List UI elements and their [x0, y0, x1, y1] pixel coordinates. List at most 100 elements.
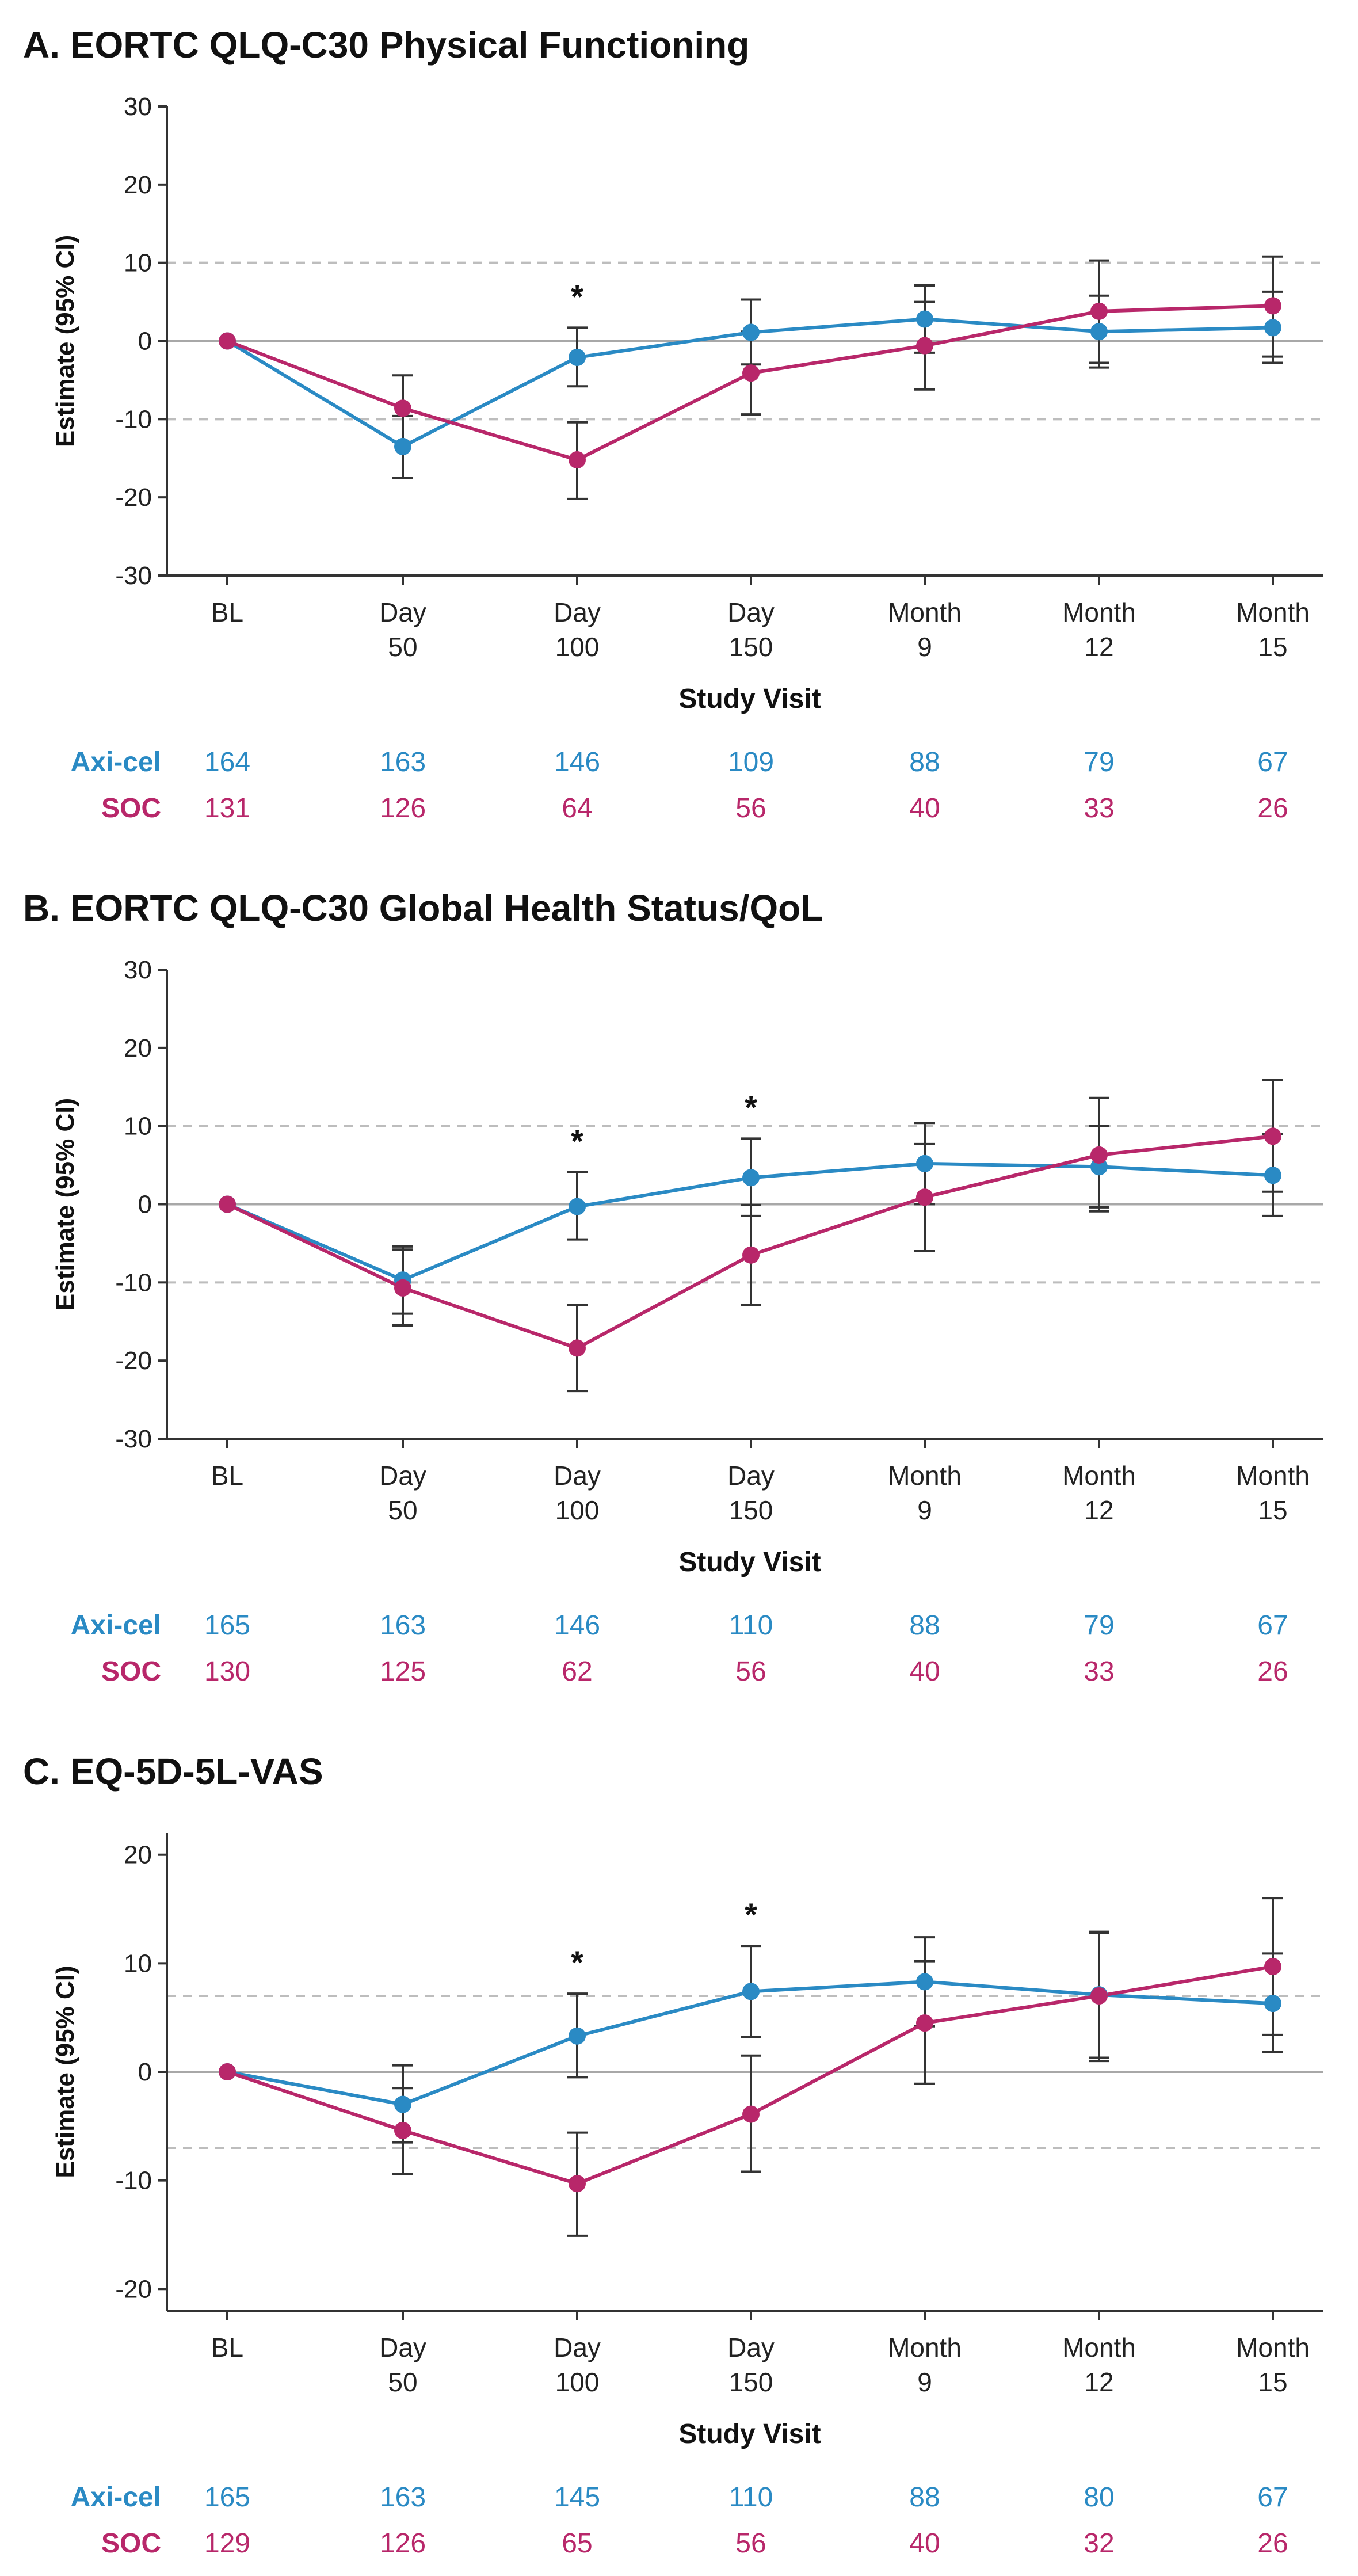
x-tick-label: Day: [727, 2333, 775, 2362]
significance-star: *: [571, 1944, 583, 1980]
y-tick-label: 10: [124, 249, 152, 277]
x-tick-label: Month: [888, 597, 962, 627]
x-tick-label: Day: [554, 1461, 601, 1491]
data-point-axicel: [569, 2027, 586, 2045]
n-value-axicel: 110: [729, 2482, 773, 2513]
x-tick-label: Month: [1062, 597, 1136, 627]
x-tick-label: 50: [388, 1495, 417, 1525]
data-point-soc: [569, 1339, 586, 1357]
n-value-soc: 56: [735, 1656, 766, 1687]
n-value-soc: 129: [204, 2528, 250, 2559]
data-point-soc: [1090, 1987, 1108, 2005]
n-value-axicel: 163: [380, 2482, 426, 2513]
y-tick-label: 20: [124, 171, 152, 199]
n-row-label-soc: SOC: [101, 793, 161, 824]
n-value-axicel: 163: [380, 1610, 426, 1641]
n-value-axicel: 109: [728, 747, 774, 778]
y-axis-label: Estimate (95% CI): [51, 235, 79, 447]
panel-b: B. EORTC QLQ-C30 Global Health Status/Qo…: [23, 887, 1323, 1687]
n-row-label-soc: SOC: [101, 1656, 161, 1687]
x-tick-label: BL: [211, 2333, 243, 2362]
x-tick-label: Day: [379, 1461, 426, 1491]
data-point-axicel: [394, 2095, 411, 2113]
n-row-label-soc: SOC: [101, 2528, 161, 2559]
x-tick-label: Month: [1062, 2333, 1136, 2362]
n-value-axicel: 79: [1084, 747, 1114, 778]
data-point-soc: [394, 2121, 411, 2139]
n-value-axicel: 67: [1257, 747, 1288, 778]
n-value-soc: 33: [1084, 793, 1114, 824]
n-value-soc: 26: [1257, 1656, 1288, 1687]
data-point-axicel: [742, 1983, 760, 2000]
x-tick-label: Month: [888, 2333, 962, 2362]
data-point-soc: [742, 1246, 760, 1264]
n-value-soc: 130: [204, 1656, 250, 1687]
data-point-axicel: [742, 1169, 760, 1187]
data-point-axicel: [1264, 1995, 1281, 2013]
y-tick-label: 30: [124, 93, 152, 121]
x-tick-label: Day: [379, 597, 426, 627]
y-tick-label: 0: [138, 327, 152, 356]
x-tick-label: 50: [388, 2367, 417, 2397]
y-tick-label: -10: [115, 405, 152, 433]
x-tick-label: 150: [729, 2367, 773, 2397]
n-value-axicel: 145: [554, 2482, 600, 2513]
data-point-soc: [1264, 1958, 1281, 1976]
n-row-label-axicel: Axi-cel: [71, 747, 161, 778]
data-point-soc: [916, 2014, 933, 2032]
x-tick-label: 15: [1258, 632, 1287, 662]
n-value-soc: 40: [909, 1656, 940, 1687]
data-point-soc: [916, 337, 933, 355]
y-tick-label: -20: [115, 2275, 152, 2303]
n-value-soc: 64: [562, 793, 592, 824]
x-tick-label: 12: [1084, 2367, 1113, 2397]
data-point-soc: [1090, 302, 1108, 320]
data-point-soc: [219, 1195, 236, 1213]
n-value-soc: 62: [562, 1656, 592, 1687]
y-axis-label: Estimate (95% CI): [51, 1965, 79, 2178]
x-axis-label: Study Visit: [678, 2419, 821, 2449]
data-point-axicel: [1264, 1167, 1281, 1184]
n-value-axicel: 88: [909, 2482, 940, 2513]
n-value-soc: 56: [735, 2528, 766, 2559]
y-tick-label: -30: [115, 562, 152, 590]
data-point-soc: [394, 399, 411, 417]
n-value-soc: 126: [380, 2528, 426, 2559]
n-value-axicel: 165: [204, 2482, 250, 2513]
x-tick-label: 9: [917, 2367, 932, 2397]
n-value-soc: 131: [204, 793, 250, 824]
panel-title: A. EORTC QLQ-C30 Physical Functioning: [23, 24, 749, 66]
y-tick-label: 20: [124, 1034, 152, 1062]
data-point-soc: [916, 1188, 933, 1206]
n-value-axicel: 110: [729, 1610, 773, 1641]
n-row-label-axicel: Axi-cel: [71, 1610, 161, 1641]
data-point-axicel: [916, 1973, 933, 1991]
y-tick-label: 20: [124, 1841, 152, 1869]
data-point-soc: [742, 2105, 760, 2123]
x-tick-label: 100: [555, 632, 600, 662]
data-point-axicel: [394, 437, 411, 455]
data-point-soc: [1090, 1146, 1108, 1164]
x-tick-label: 9: [917, 632, 932, 662]
y-tick-label: 30: [124, 956, 152, 984]
n-value-axicel: 67: [1257, 2482, 1288, 2513]
x-tick-label: Day: [727, 1461, 775, 1491]
x-axis-label: Study Visit: [678, 684, 821, 714]
data-point-axicel: [569, 1198, 586, 1215]
n-value-soc: 32: [1084, 2528, 1114, 2559]
data-point-soc: [219, 332, 236, 350]
data-point-soc: [394, 1279, 411, 1297]
x-tick-label: 150: [729, 1495, 773, 1525]
data-point-axicel: [916, 1154, 933, 1172]
panel-title: C. EQ-5D-5L-VAS: [23, 1751, 323, 1792]
y-tick-label: -10: [115, 1268, 152, 1297]
n-value-axicel: 163: [380, 747, 426, 778]
n-value-soc: 26: [1257, 793, 1288, 824]
data-point-axicel: [1264, 319, 1281, 337]
n-value-soc: 65: [562, 2528, 592, 2559]
data-point-axicel: [1090, 323, 1108, 341]
x-tick-label: 150: [729, 632, 773, 662]
n-value-axicel: 67: [1257, 1610, 1288, 1641]
n-value-soc: 126: [380, 793, 426, 824]
